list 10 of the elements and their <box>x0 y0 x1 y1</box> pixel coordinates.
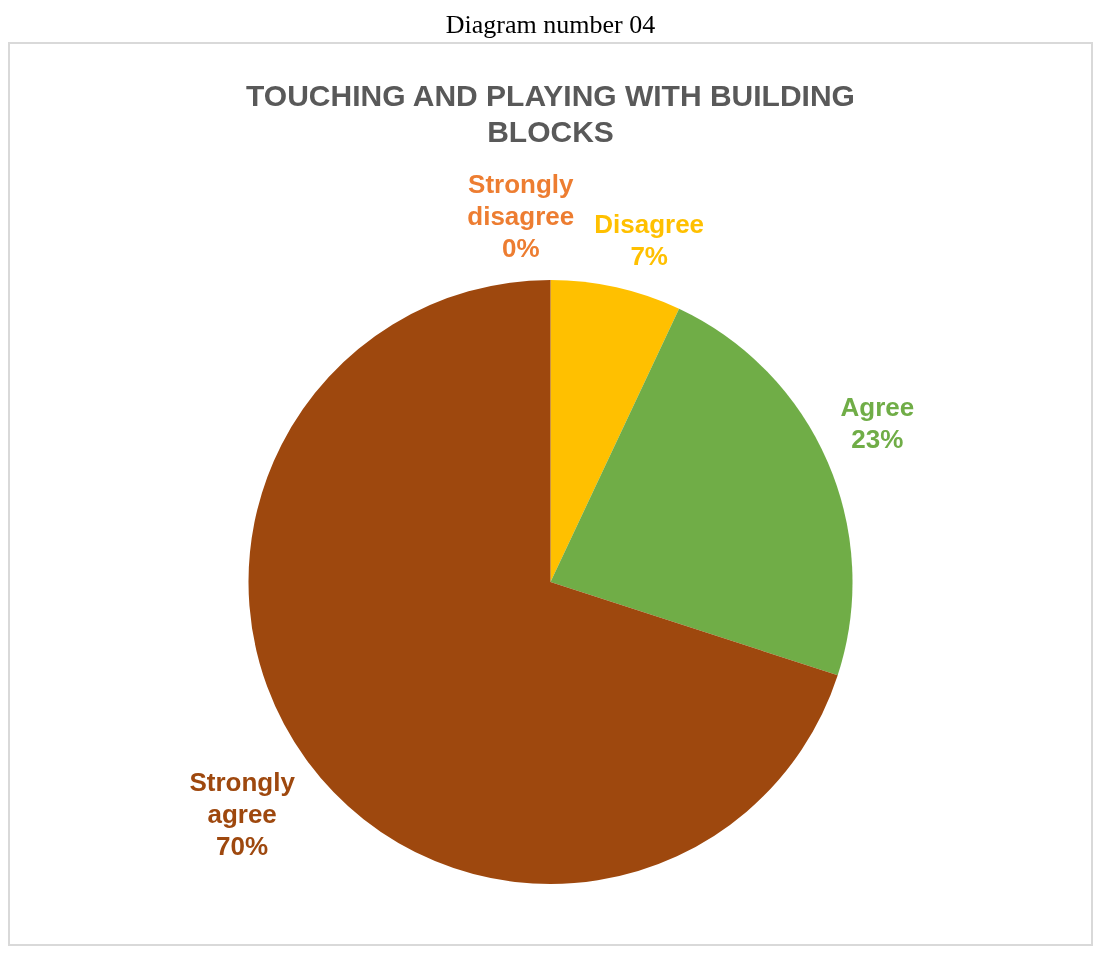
text: 0% <box>501 233 540 264</box>
text: Diagram number 04 <box>444 9 657 41</box>
data-label: 70% <box>216 830 269 861</box>
data-label: 7% <box>630 240 668 271</box>
category-label: Strongly disagree <box>467 169 575 232</box>
slice-label: Agree <box>840 391 915 422</box>
slice-label: Strongly agree <box>189 766 296 829</box>
slice-label: Disagree <box>594 208 705 239</box>
chart-title: TOUCHING AND PLAYING WITH BUILDING BLOCKS <box>246 79 855 149</box>
data-label: 23% <box>851 423 904 454</box>
